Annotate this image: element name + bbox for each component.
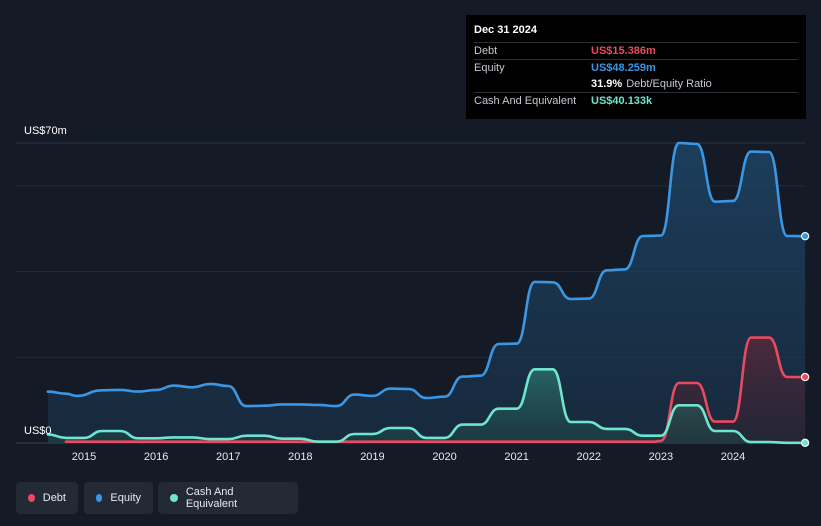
y-tick-zero-label: US$0	[24, 425, 52, 437]
debt-dot-icon	[28, 494, 35, 502]
x-tick-label: 2017	[216, 451, 240, 463]
tooltip-cash-label: Cash And Equivalent	[474, 95, 577, 107]
tooltip-ratio-label: Debt/Equity Ratio	[626, 78, 712, 90]
x-tick-label: 2019	[360, 451, 384, 463]
equity-dot-icon	[96, 494, 103, 502]
tooltip-equity-label: Equity	[474, 62, 505, 74]
series-areas	[47, 143, 806, 443]
equity-area	[47, 143, 806, 443]
tooltip-equity-value: US$48.259m	[591, 62, 656, 74]
x-tick-label: 2022	[577, 451, 601, 463]
tooltip-row-cash: Cash And Equivalent US$40.133k	[474, 92, 798, 109]
series-lines	[46, 141, 810, 448]
x-tick-label: 2024	[721, 451, 745, 463]
x-tick-label: 2015	[72, 451, 96, 463]
equity-endpoint-marker	[800, 231, 810, 241]
debt-endpoint-marker	[800, 372, 810, 382]
tooltip-debt-value: US$15.386m	[591, 45, 656, 57]
y-tick-max-label: US$70m	[24, 125, 67, 137]
legend-debt-label: Debt	[42, 492, 66, 504]
x-axis-ticks: 2015 2016 2017 2018 2019 2020 2021 2022 2023 2024	[72, 451, 745, 463]
x-tick-label: 2020	[432, 451, 456, 463]
cash-line	[46, 367, 807, 445]
legend-item-debt[interactable]: Debt	[16, 482, 78, 514]
tooltip-date: Dec 31 2024	[474, 24, 537, 36]
legend-equity-label: Equity	[110, 492, 141, 504]
debt-line	[64, 336, 807, 444]
tooltip-cash-value: US$40.133k	[591, 95, 653, 107]
cash-dot-icon	[170, 494, 178, 502]
x-tick-label: 2018	[288, 451, 312, 463]
tooltip-debt-label: Debt	[474, 45, 498, 57]
x-tick-label: 2023	[649, 451, 673, 463]
cash-area	[47, 369, 806, 443]
tooltip-row-ratio: 31.9% Debt/Equity Ratio	[474, 76, 798, 92]
tooltip-row-debt: Debt US$15.386m	[474, 42, 798, 59]
x-tick-label: 2016	[144, 451, 168, 463]
legend-item-cash[interactable]: Cash And Equivalent	[158, 482, 298, 514]
legend-cash-label: Cash And Equivalent	[185, 486, 238, 510]
equity-line	[46, 141, 807, 408]
cash-endpoint-marker	[800, 438, 810, 448]
tooltip-ratio-value: 31.9%	[591, 78, 623, 90]
tooltip-row-equity: Equity US$48.259m	[474, 59, 798, 76]
legend-item-equity[interactable]: Equity	[84, 482, 153, 514]
data-tooltip: Dec 31 2024 Debt US$15.386m Equity US$48…	[466, 15, 806, 119]
x-tick-label: 2021	[504, 451, 528, 463]
